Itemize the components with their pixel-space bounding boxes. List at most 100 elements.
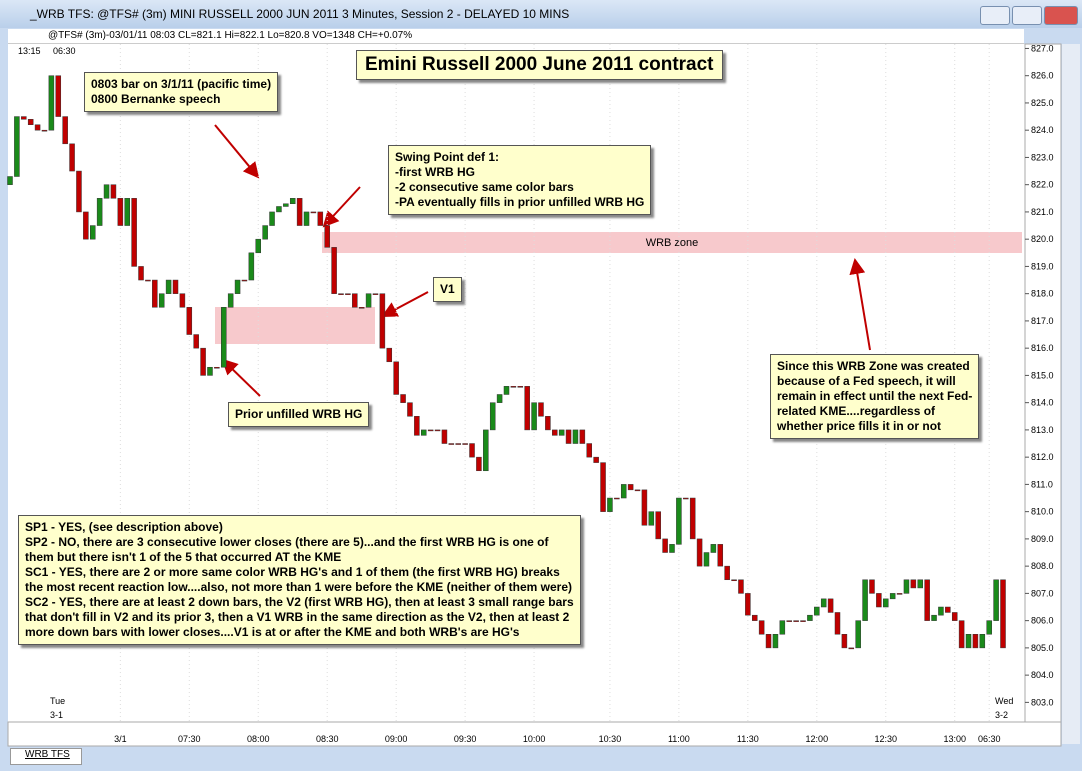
annotation-line: Swing Point def 1: <box>395 150 499 164</box>
candle <box>55 75 62 117</box>
candle <box>607 497 613 512</box>
candle <box>627 484 634 491</box>
candle <box>414 416 420 436</box>
minimize-button[interactable] <box>980 6 1010 25</box>
annotation: Swing Point def 1: -first WRB HG -2 consec… <box>388 145 652 215</box>
x-tick-label: 10:00 <box>523 734 546 744</box>
candle <box>993 579 999 621</box>
candle <box>317 211 324 226</box>
candle <box>131 198 137 267</box>
annotation-line: them but there isn't 1 of the 5 that occ… <box>25 550 342 564</box>
candle <box>779 620 786 635</box>
annotation-line: V1 <box>440 282 455 296</box>
y-tick-label: 821.0 <box>1031 207 1054 217</box>
candle <box>558 429 565 436</box>
y-tick-label: 814.0 <box>1031 398 1054 408</box>
candle <box>931 614 937 621</box>
candle <box>138 266 144 281</box>
x-tick-label: 13:00 <box>943 734 966 744</box>
candle <box>434 429 441 432</box>
close-button[interactable] <box>1044 6 1078 25</box>
candle <box>579 429 586 444</box>
candle <box>90 225 96 240</box>
annotation: SP1 - YES, (see description above) SP2 - … <box>18 515 581 645</box>
candle <box>669 544 675 553</box>
candle <box>117 198 124 226</box>
tab[interactable]: WRB TFS <box>10 748 82 765</box>
candle <box>738 579 744 594</box>
candle <box>496 394 503 403</box>
annotation: 0803 bar on 3/1/11 (pacific time) 0800 Be… <box>84 72 279 112</box>
title-bar: _WRB TFS: @TFS# (3m) MINI RUSSELL 2000 J… <box>0 0 1082 28</box>
y-tick-label: 805.0 <box>1031 643 1054 653</box>
annotation-line: -first WRB HG <box>395 165 475 179</box>
candle <box>338 293 344 295</box>
annotation-line: SP2 - NO, there are 3 consecutive lower … <box>25 535 549 549</box>
candle <box>427 429 434 432</box>
y-tick-label: 810.0 <box>1031 507 1054 517</box>
maximize-button[interactable] <box>1012 6 1042 25</box>
candle <box>193 334 199 349</box>
candle <box>772 634 779 649</box>
candle <box>538 402 544 417</box>
candle <box>869 579 875 594</box>
candle <box>862 579 868 621</box>
candle <box>786 620 792 622</box>
candle <box>276 206 282 213</box>
annotation-line: that don't fill in V2 and its prior 3, t… <box>25 610 570 624</box>
candle <box>593 456 599 463</box>
candle <box>152 279 158 308</box>
annotation-line: more down bars with lower closes....V1 i… <box>25 625 520 639</box>
y-tick-label: 803.0 <box>1031 697 1054 707</box>
candle <box>641 489 648 526</box>
candle <box>386 347 393 363</box>
y-tick-label: 817.0 <box>1031 316 1054 326</box>
candle <box>448 443 455 445</box>
candle <box>165 279 172 294</box>
candle <box>676 497 682 545</box>
candle <box>96 198 103 226</box>
candle <box>248 252 255 281</box>
candle <box>531 402 537 431</box>
candle <box>469 443 475 458</box>
candle <box>234 279 241 294</box>
scrollbar[interactable] <box>1062 44 1080 744</box>
candle <box>807 614 813 621</box>
candle <box>958 620 965 649</box>
candle <box>269 211 275 226</box>
annotation-line: Prior unfilled WRB HG <box>235 407 363 421</box>
candle <box>358 307 365 309</box>
y-tick-label: 804.0 <box>1031 670 1054 680</box>
y-tick-label: 815.0 <box>1031 370 1054 380</box>
candle <box>717 544 724 567</box>
candle <box>372 293 379 295</box>
x-tick-label: 11:00 <box>668 734 690 744</box>
annotation-line: because of a Fed speech, it will <box>777 374 956 388</box>
candle <box>883 598 889 608</box>
time-axis <box>7 721 1062 747</box>
candle <box>48 75 55 131</box>
candle <box>124 198 130 226</box>
candle <box>910 579 917 589</box>
candle <box>462 443 468 445</box>
candle <box>634 489 641 492</box>
candle <box>834 612 841 635</box>
candle <box>62 116 68 145</box>
info-text: @TFS# (3m)-03/01/11 08:03 CL=821.1 Hi=82… <box>48 30 413 41</box>
candle <box>510 386 517 388</box>
candle <box>648 511 655 526</box>
candle <box>731 579 737 582</box>
x-tick-label: 12:30 <box>875 734 898 744</box>
candle <box>524 386 530 431</box>
candle <box>848 647 855 650</box>
candle <box>214 366 220 369</box>
candle <box>614 497 620 500</box>
candle <box>303 211 310 226</box>
candle <box>986 620 992 635</box>
candle <box>324 225 330 248</box>
x-tick-label: 08:30 <box>316 734 339 744</box>
candle <box>793 620 799 622</box>
wrb-zone <box>322 232 1022 253</box>
candle <box>552 429 558 436</box>
candle <box>34 124 41 131</box>
